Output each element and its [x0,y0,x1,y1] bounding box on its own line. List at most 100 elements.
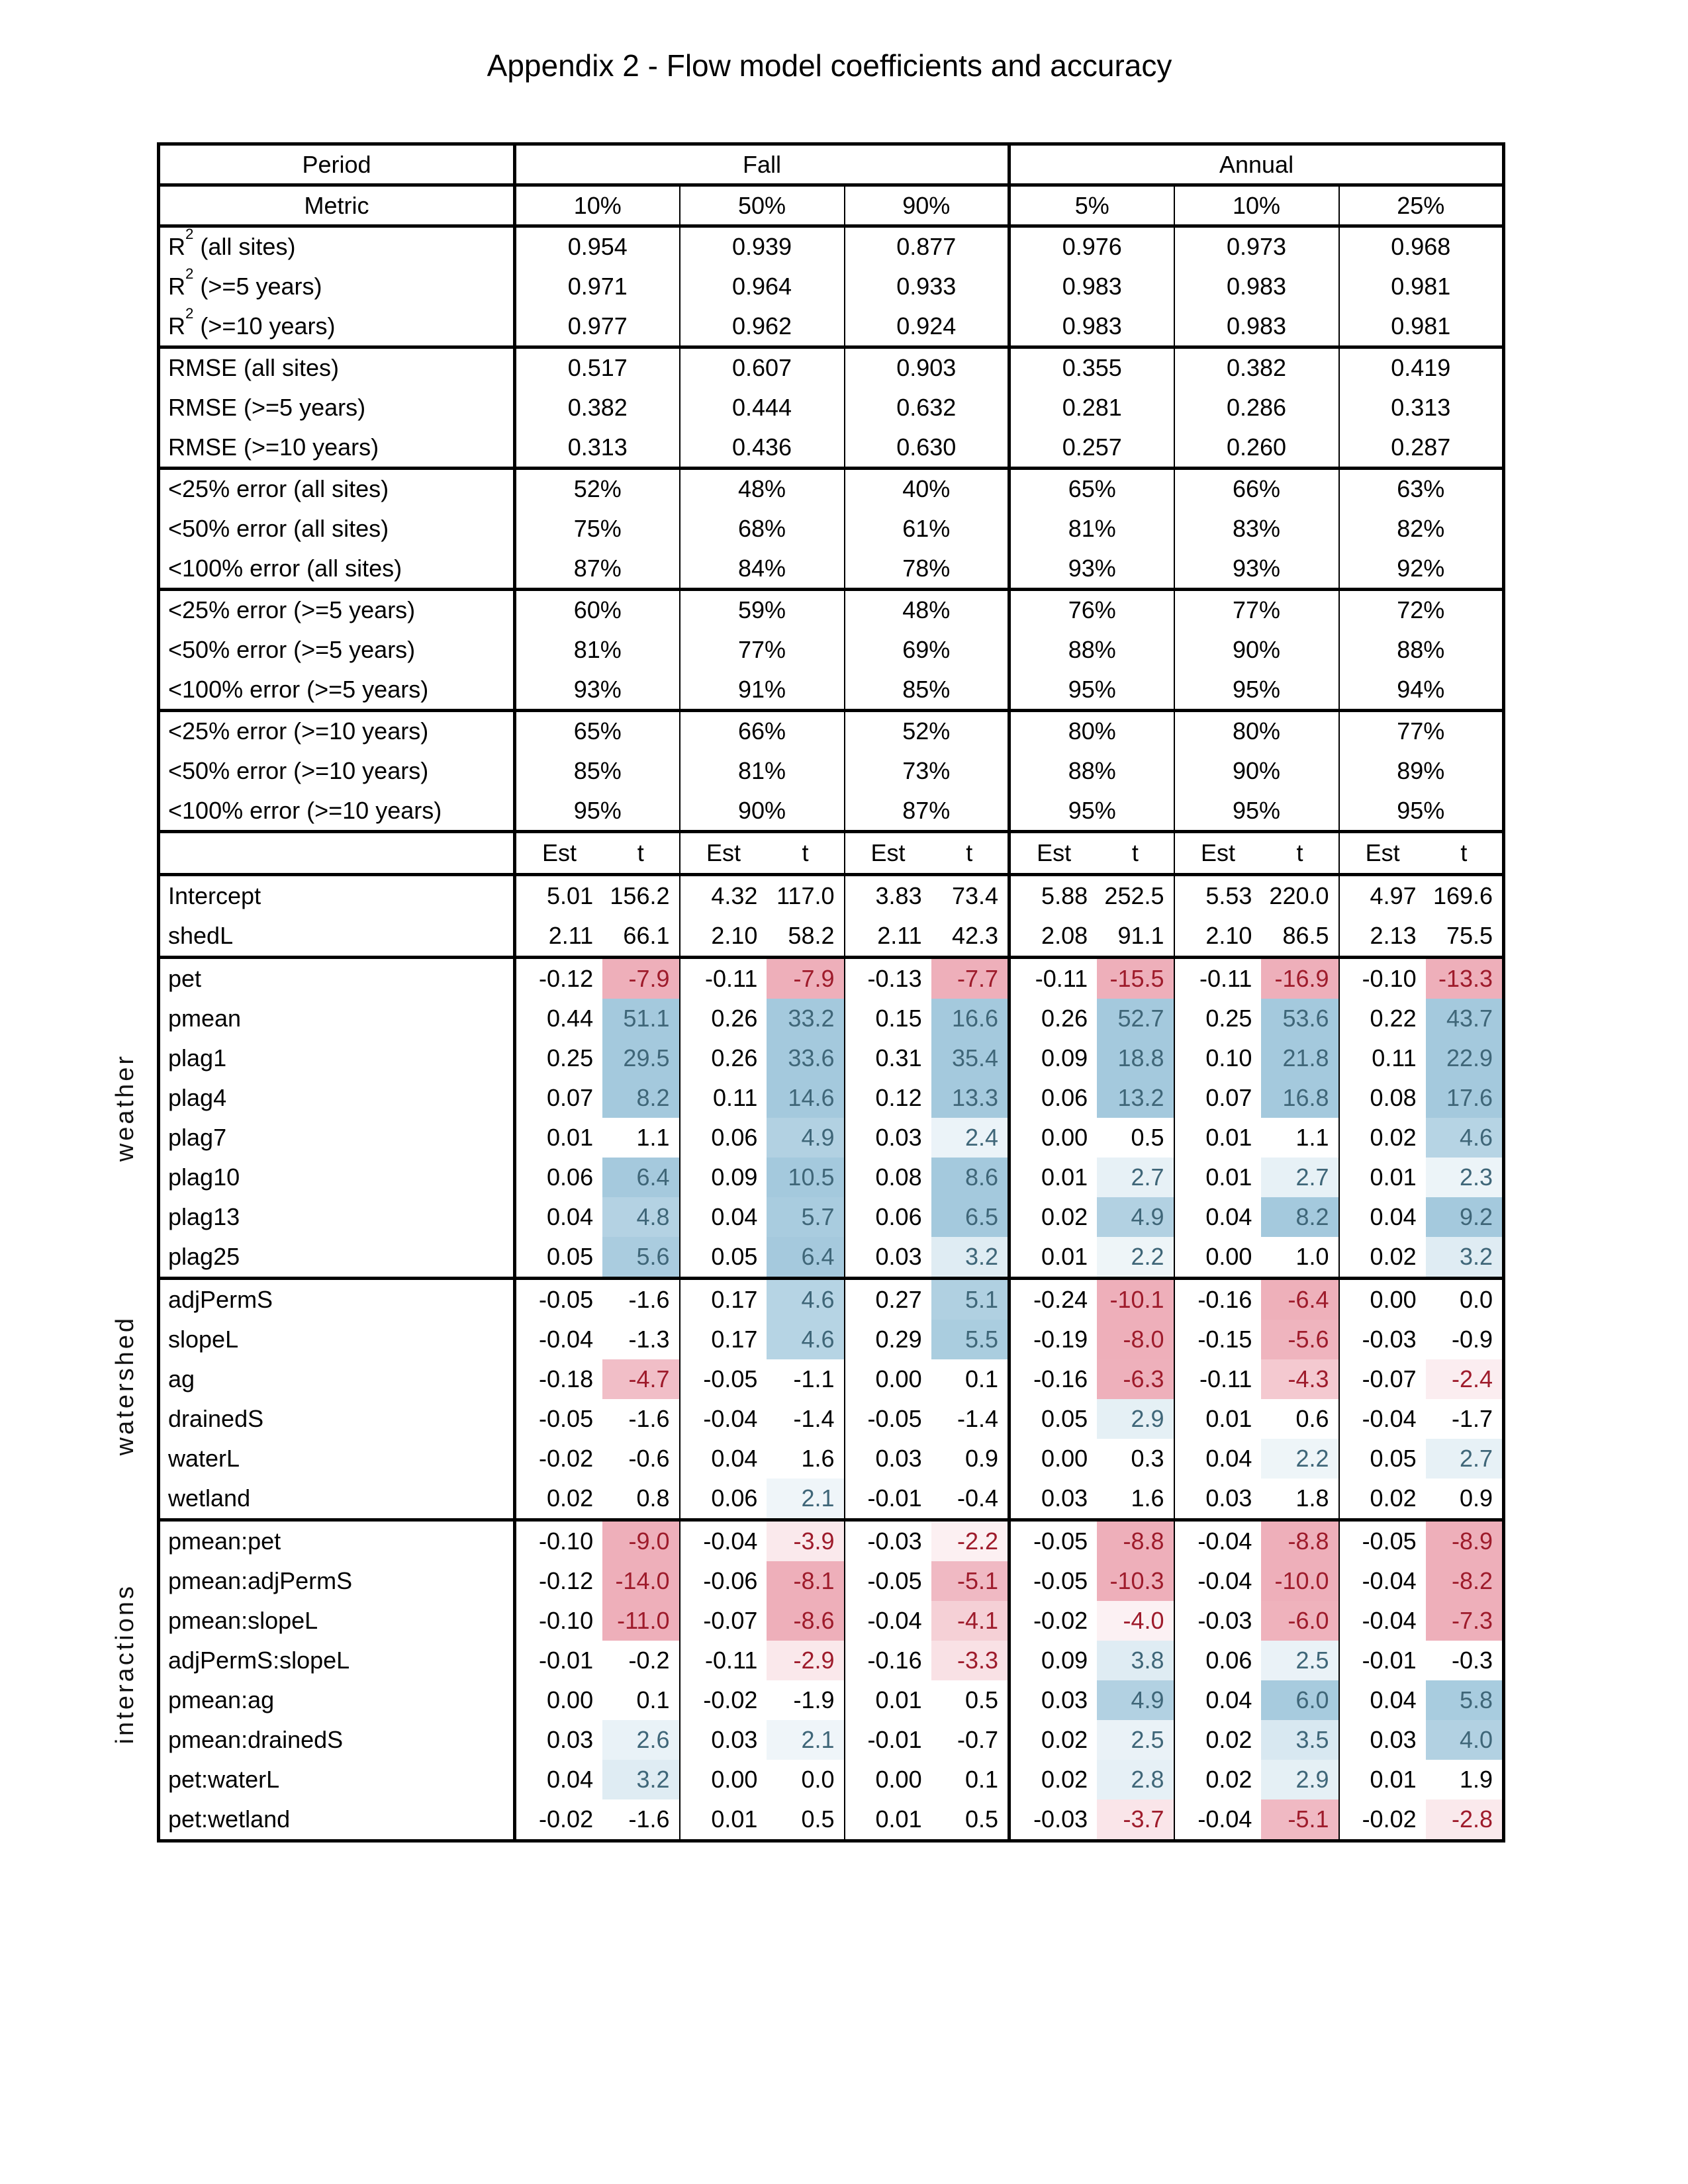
coef-cell: 0.00 0.0 [679,1760,845,1799]
t-header: t [1460,839,1468,866]
coef-t-value: 252.5 [1104,882,1164,909]
coef-est-value: -0.04 [1362,1567,1417,1594]
coef-cell: 0.05 5.6 [514,1237,680,1279]
metric-value: 0.355 [1008,345,1175,388]
coef-est-value: 0.06 [1205,1647,1252,1674]
coef-t-value: -3.9 [767,1523,843,1561]
coef-cell: -0.18 -4.7 [514,1359,680,1399]
coef-est-value: 0.00 [711,1766,758,1793]
metric-value: 0.517 [514,345,680,388]
coef-est-value: 0.06 [711,1124,758,1151]
metric-value: 85% [843,670,1011,711]
metric-row-label: RMSE (all sites) [158,345,516,388]
metric-value: 0.976 [1008,224,1175,267]
coef-t-value: 5.8 [1425,1680,1503,1720]
metric-value: 61% [843,508,1011,549]
metric-value: 0.983 [1173,306,1340,347]
coef-est-value: 0.01 [1041,1163,1088,1191]
quantile-header-fall-50: 50% [679,183,845,226]
coef-t-value: -2.4 [1425,1359,1503,1399]
coef-est-value: -0.07 [703,1607,758,1634]
coef-est-value: 0.01 [1205,1163,1252,1191]
coef-est-value: 0.03 [547,1726,594,1753]
coef-row-label: adjPermS:slopeL [158,1641,516,1680]
coef-cell: 0.04 3.2 [514,1760,680,1799]
coef-row: pmean:drainedS 0.03 2.6 0.03 2.1 -0.01 -0.7 0.0… [158,1720,1505,1760]
metric-value: 95% [1173,670,1340,711]
coef-est-value: 0.11 [713,1084,758,1111]
coef-est-value: 0.06 [711,1484,758,1512]
metric-row: RMSE (>=10 years) 0.313 0.436 0.630 0.257 0.2… [158,428,1505,469]
coef-est-value: -0.03 [1033,1805,1088,1833]
coef-cell: 0.01 2.2 [1008,1237,1175,1279]
coef-cell: -0.15 -5.6 [1173,1320,1340,1359]
coef-row-label: shedL [158,916,516,958]
metric-value: 0.260 [1173,428,1340,469]
coef-row: pmean:adjPermS -0.12 -14.0 -0.06 -8.1 -0.05 -5… [158,1561,1505,1601]
coef-est-value: 0.08 [875,1163,922,1191]
coef-cell: 5.53 220.0 [1173,873,1340,916]
metric-value: 0.444 [679,387,845,428]
coef-cell: 0.11 14.6 [679,1078,845,1118]
coef-t-value: -10.0 [1261,1561,1338,1601]
coef-cell: 0.03 4.9 [1008,1680,1175,1720]
coef-t-value: 0.5 [1131,1124,1164,1151]
metric-row-label: <100% error (all sites) [158,549,516,590]
coef-cell: 0.08 8.6 [843,1158,1011,1197]
coef-t-value: -2.8 [1425,1799,1503,1839]
coef-est-value: 2.10 [1205,922,1252,949]
coef-t-value: 2.9 [1261,1760,1338,1799]
coef-t-value: -1.1 [793,1365,835,1392]
metric-value: 93% [1008,549,1175,590]
metric-value: 72% [1338,588,1505,630]
coef-cell: -0.07 -8.6 [679,1601,845,1641]
coef-est-value: -0.02 [703,1686,758,1713]
metric-value: 78% [843,549,1011,590]
coef-t-value: 9.2 [1425,1197,1503,1237]
coef-t-value: 3.2 [1425,1237,1503,1277]
coef-est-value: 0.10 [1205,1044,1252,1071]
coef-t-value: -8.8 [1261,1523,1338,1561]
metric-value: 73% [843,751,1011,792]
metric-value: 92% [1338,549,1505,590]
est-t-header-spacer [158,830,516,875]
coef-est-value: 0.01 [1370,1163,1417,1191]
coef-row: wetland 0.02 0.8 0.06 2.1 -0.01 -0.4 0.03 1.6 0.0… [158,1479,1505,1520]
coef-cell: 0.07 16.8 [1173,1078,1340,1118]
est-t-header-cell: Est t [679,830,845,875]
coef-est-value: 0.09 [711,1163,758,1191]
coef-est-value: -0.16 [1197,1286,1252,1313]
coef-cell: -0.05 -5.1 [843,1561,1011,1601]
metric-value: 95% [1173,791,1340,832]
coef-est-value: -0.03 [867,1527,922,1555]
coef-cell: 0.10 21.8 [1173,1038,1340,1078]
coef-est-value: 0.05 [711,1243,758,1270]
est-header: Est [1037,839,1072,866]
coef-est-value: -0.04 [703,1527,758,1555]
coef-t-value: 2.2 [1097,1237,1173,1277]
metric-row: <50% error (all sites) 75% 68% 61% 81% 83% 82% [158,508,1505,549]
coef-t-value: -6.3 [1097,1359,1173,1399]
coef-est-value: 0.06 [875,1203,922,1230]
coef-est-value: 0.17 [711,1286,758,1313]
coef-t-value: -7.3 [1425,1601,1503,1641]
metric-row: <100% error (>=10 years) 95% 90% 87% 95% 95% 9… [158,791,1505,832]
coef-t-value: -0.4 [957,1484,999,1512]
coef-cell: 0.04 2.2 [1173,1439,1340,1479]
coef-cell: 0.26 52.7 [1008,999,1175,1038]
coef-cell: 0.06 6.4 [514,1158,680,1197]
coef-row: waterL -0.02 -0.6 0.04 1.6 0.03 0.9 0.00 0.3 0.04… [158,1439,1505,1479]
coef-est-value: -0.04 [703,1405,758,1432]
coef-row: pet:waterL 0.04 3.2 0.00 0.0 0.00 0.1 0.02 2.8 0.… [158,1760,1505,1799]
metric-value: 66% [1173,467,1340,509]
coef-est-value: -0.11 [705,965,758,992]
coef-cell: -0.04 -4.1 [843,1601,1011,1641]
coef-t-value: 156.2 [610,882,670,909]
coef-est-value: -0.02 [1362,1805,1417,1833]
metric-value: 88% [1338,629,1505,670]
coef-t-value: 17.6 [1425,1078,1503,1118]
metric-row-label: <25% error (>=10 years) [158,709,516,751]
coef-est-value: -0.11 [1199,1365,1252,1392]
coef-cell: 0.04 5.8 [1338,1680,1505,1720]
coef-est-value: -0.05 [867,1567,922,1594]
